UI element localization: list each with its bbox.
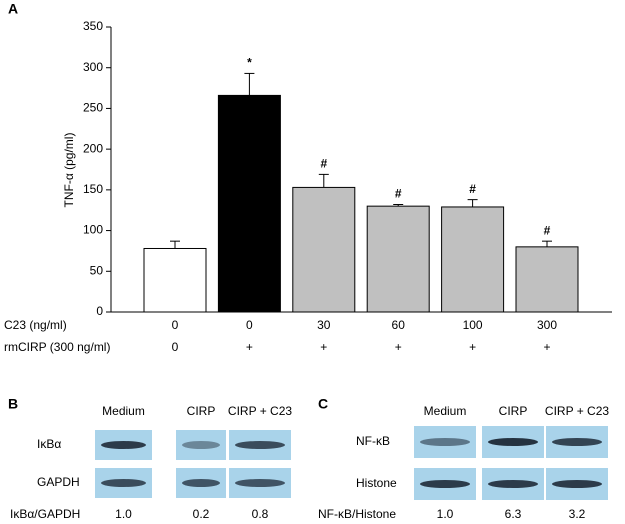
panel-label: A: [8, 1, 18, 17]
x-row-label: C23 (ng/ml): [4, 318, 67, 332]
x-row-value: 60: [392, 318, 406, 332]
significance-marker: *: [247, 56, 252, 70]
significance-marker: #: [469, 182, 476, 196]
x-row-value: 0: [172, 340, 179, 354]
x-row-label: rmCIRP (300 ng/ml): [4, 340, 110, 354]
column-header: CIRP + C23: [228, 404, 292, 418]
row-label: Histone: [356, 476, 397, 490]
column-header: CIRP: [187, 404, 216, 418]
bar: [143, 247, 207, 313]
blot-band: [552, 480, 602, 488]
blot-band: [420, 480, 470, 488]
x-row-value: 30: [317, 318, 331, 332]
x-row-value: 0: [246, 318, 253, 332]
x-row-value: +: [395, 340, 402, 354]
significance-marker: #: [395, 187, 402, 201]
y-tick-label: 100: [83, 223, 103, 237]
y-tick-label: 300: [83, 60, 103, 74]
x-row-value: +: [543, 340, 550, 354]
blot-band: [488, 480, 538, 488]
column-header: Medium: [424, 404, 467, 418]
x-row-value: 0: [172, 318, 179, 332]
column-header: CIRP + C23: [545, 404, 609, 418]
column-header: Medium: [102, 404, 145, 418]
x-row-value: +: [469, 340, 476, 354]
x-row-value: +: [320, 340, 327, 354]
x-row-value: 100: [463, 318, 483, 332]
x-row-value: 300: [537, 318, 557, 332]
blot-band: [182, 441, 220, 449]
significance-marker: #: [320, 157, 327, 171]
blot-band: [101, 441, 146, 449]
blot-box: [176, 430, 226, 460]
x-row-value: +: [246, 340, 253, 354]
bar: [441, 206, 505, 313]
ratio-label: NF-κB/Histone: [318, 507, 396, 521]
row-label: NF-κB: [356, 434, 390, 448]
ratio-value: 1.0: [115, 507, 132, 521]
blot-band: [235, 441, 285, 449]
column-header: CIRP: [499, 404, 528, 418]
ratio-label: IκBα/GAPDH: [10, 507, 80, 521]
row-label: IκBα: [37, 437, 61, 451]
y-tick-label: 50: [90, 263, 104, 277]
bar: [515, 246, 579, 313]
bar: [366, 205, 430, 313]
ratio-value: 0.2: [193, 507, 210, 521]
blot-band: [182, 479, 220, 487]
y-axis-label: TNF-α (pg/ml): [62, 133, 76, 208]
blot-band: [552, 438, 602, 446]
y-tick-label: 0: [96, 304, 103, 318]
blot-band: [488, 438, 538, 446]
y-tick-label: 350: [83, 19, 103, 33]
blot-band: [235, 479, 285, 487]
y-tick-label: 150: [83, 182, 103, 196]
ratio-value: 1.0: [437, 507, 454, 521]
bar: [292, 186, 356, 313]
ratio-value: 3.2: [569, 507, 586, 521]
significance-marker: #: [544, 223, 551, 237]
bar: [217, 94, 281, 313]
blot-band: [101, 479, 146, 487]
panel-label: C: [318, 396, 328, 412]
panel-label: B: [8, 396, 18, 412]
ratio-value: 6.3: [505, 507, 522, 521]
row-label: GAPDH: [37, 475, 80, 489]
ratio-value: 0.8: [252, 507, 269, 521]
y-tick-label: 200: [83, 141, 103, 155]
y-tick-label: 250: [83, 101, 103, 115]
blot-band: [420, 438, 470, 446]
